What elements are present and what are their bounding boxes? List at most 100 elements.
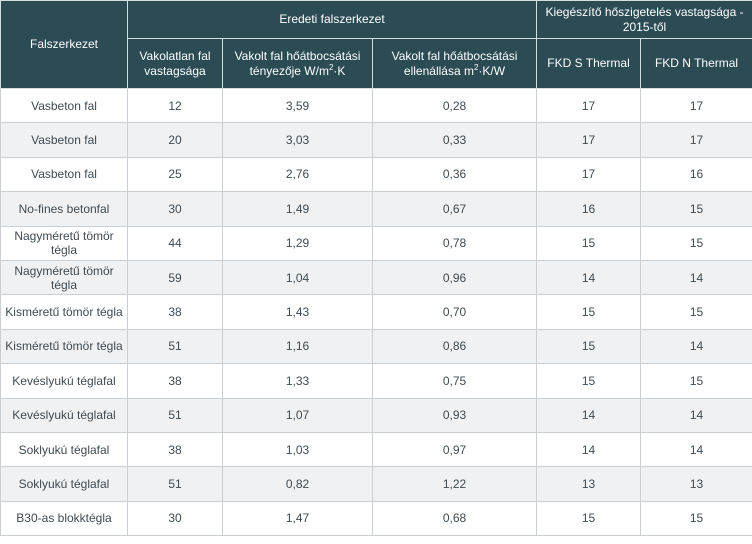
- cell-structure: B30-as blokktégla: [0, 500, 128, 537]
- cell-structure: Kisméretű tömör tégla: [0, 294, 128, 330]
- cell-r-value: 1,22: [371, 466, 538, 502]
- cell-u-value: 1,43: [222, 294, 373, 330]
- cell-fkd-s: 13: [536, 466, 642, 502]
- header-falszerkezet: Falszerkezet: [0, 0, 128, 89]
- cell-fkd-s: 15: [536, 363, 642, 399]
- cell-thickness: 51: [127, 397, 223, 433]
- cell-u-value: 1,16: [222, 328, 373, 365]
- cell-r-value: 0,96: [371, 259, 538, 296]
- cell-structure: Kevéslyukú téglafal: [0, 363, 128, 399]
- header-u-sup: 2: [328, 62, 334, 72]
- header-u-value: Vakolt fal hőátbocsátási tényezője W/m2·…: [222, 38, 373, 89]
- cell-r-value: 0,36: [371, 156, 538, 193]
- cell-structure: Nagyméretű tömör tégla: [0, 225, 128, 261]
- table-row: No-fines betonfal 30 1,49 0,67 16 15: [0, 191, 752, 227]
- header-group-original: Eredeti falszerkezet: [126, 0, 538, 39]
- cell-fkd-n: 14: [640, 431, 752, 468]
- cell-u-value: 3,59: [222, 87, 373, 124]
- cell-structure: Kisméretű tömör tégla: [0, 328, 128, 365]
- cell-fkd-s: 17: [536, 87, 642, 124]
- cell-fkd-s: 14: [536, 259, 642, 296]
- cell-u-value: 1,33: [222, 363, 373, 399]
- cell-fkd-n: 14: [640, 259, 752, 296]
- cell-structure: Kevéslyukú téglafal: [0, 397, 128, 433]
- cell-thickness: 51: [127, 466, 223, 502]
- table-row: Nagyméretű tömör tégla 44 1,29 0,78 15 15: [0, 225, 752, 261]
- cell-thickness: 30: [127, 500, 223, 537]
- header-group-insulation: Kiegészítő hőszigetelés vastagsága - 201…: [536, 0, 752, 39]
- header-fkd-n: FKD N Thermal: [640, 38, 752, 89]
- header-thickness: Vakolatlan fal vastagsága: [127, 38, 223, 89]
- table-row: B30-as blokktégla 30 1,47 0,68 15 15: [0, 500, 752, 537]
- cell-fkd-n: 15: [640, 225, 752, 261]
- cell-structure: Soklyukú téglafal: [0, 466, 128, 502]
- cell-structure: Nagyméretű tömör tégla: [0, 259, 128, 296]
- cell-r-value: 0,93: [371, 397, 538, 433]
- cell-r-value: 0,86: [371, 328, 538, 365]
- cell-thickness: 51: [127, 328, 223, 365]
- cell-u-value: 1,47: [222, 500, 373, 537]
- cell-fkd-s: 17: [536, 156, 642, 193]
- cell-fkd-s: 14: [536, 397, 642, 433]
- cell-u-value: 0,82: [222, 466, 373, 502]
- cell-structure: No-fines betonfal: [0, 191, 128, 227]
- cell-fkd-n: 17: [640, 87, 752, 124]
- cell-thickness: 30: [127, 191, 223, 227]
- cell-r-value: 0,67: [371, 191, 538, 227]
- cell-fkd-n: 17: [640, 122, 752, 158]
- cell-r-value: 0,33: [371, 122, 538, 158]
- cell-fkd-s: 15: [536, 500, 642, 537]
- cell-fkd-n: 15: [640, 500, 752, 537]
- cell-fkd-s: 15: [536, 328, 642, 365]
- cell-r-value: 0,28: [371, 87, 538, 124]
- cell-fkd-n: 15: [640, 294, 752, 330]
- cell-fkd-s: 15: [536, 225, 642, 261]
- cell-fkd-s: 17: [536, 122, 642, 158]
- header-r-prefix: Vakolt fal hőátbocsátási ellenállása m: [391, 48, 518, 78]
- header-fkd-s: FKD S Thermal: [536, 38, 642, 89]
- header-r-value: Vakolt fal hőátbocsátási ellenállása m2·…: [371, 38, 538, 89]
- table-row: Nagyméretű tömör tégla 59 1,04 0,96 14 14: [0, 259, 752, 296]
- cell-fkd-s: 16: [536, 191, 642, 227]
- cell-fkd-s: 14: [536, 431, 642, 468]
- cell-u-value: 1,03: [222, 431, 373, 468]
- cell-r-value: 0,78: [371, 225, 538, 261]
- table-row: Kisméretű tömör tégla 38 1,43 0,70 15 15: [0, 294, 752, 330]
- cell-fkd-n: 13: [640, 466, 752, 502]
- cell-fkd-n: 15: [640, 191, 752, 227]
- cell-structure: Vasbeton fal: [0, 122, 128, 158]
- cell-structure: Soklyukú téglafal: [0, 431, 128, 468]
- cell-r-value: 0,75: [371, 363, 538, 399]
- header-u-suffix: ·K: [333, 63, 346, 78]
- cell-thickness: 38: [127, 363, 223, 399]
- cell-thickness: 44: [127, 225, 223, 261]
- cell-u-value: 3,03: [222, 122, 373, 158]
- cell-fkd-n: 14: [640, 328, 752, 365]
- header-u-prefix: Vakolt fal hőátbocsátási tényezője W/m: [234, 48, 361, 78]
- cell-thickness: 12: [127, 87, 223, 124]
- cell-r-value: 0,70: [371, 294, 538, 330]
- cell-structure: Vasbeton fal: [0, 87, 128, 124]
- cell-thickness: 38: [127, 294, 223, 330]
- cell-r-value: 0,97: [371, 431, 538, 468]
- cell-thickness: 38: [127, 431, 223, 468]
- table-row: Kevéslyukú téglafal 38 1,33 0,75 15 15: [0, 363, 752, 399]
- table-row: Kisméretű tömör tégla 51 1,16 0,86 15 14: [0, 328, 752, 365]
- header-r-sup: 2: [473, 62, 479, 72]
- table-row: Soklyukú téglafal 38 1,03 0,97 14 14: [0, 431, 752, 468]
- header-r-suffix: ·K/W: [478, 63, 506, 78]
- table-row: Vasbeton fal 12 3,59 0,28 17 17: [0, 87, 752, 124]
- cell-thickness: 20: [127, 122, 223, 158]
- cell-u-value: 1,49: [222, 191, 373, 227]
- cell-u-value: 2,76: [222, 156, 373, 193]
- cell-fkd-n: 16: [640, 156, 752, 193]
- cell-fkd-s: 15: [536, 294, 642, 330]
- cell-u-value: 1,29: [222, 225, 373, 261]
- table-row: Vasbeton fal 25 2,76 0,36 17 16: [0, 156, 752, 193]
- cell-fkd-n: 14: [640, 397, 752, 433]
- cell-structure: Vasbeton fal: [0, 156, 128, 193]
- cell-u-value: 1,04: [222, 259, 373, 296]
- table-row: Soklyukú téglafal 51 0,82 1,22 13 13: [0, 466, 752, 502]
- table-row: Vasbeton fal 20 3,03 0,33 17 17: [0, 122, 752, 158]
- cell-fkd-n: 15: [640, 363, 752, 399]
